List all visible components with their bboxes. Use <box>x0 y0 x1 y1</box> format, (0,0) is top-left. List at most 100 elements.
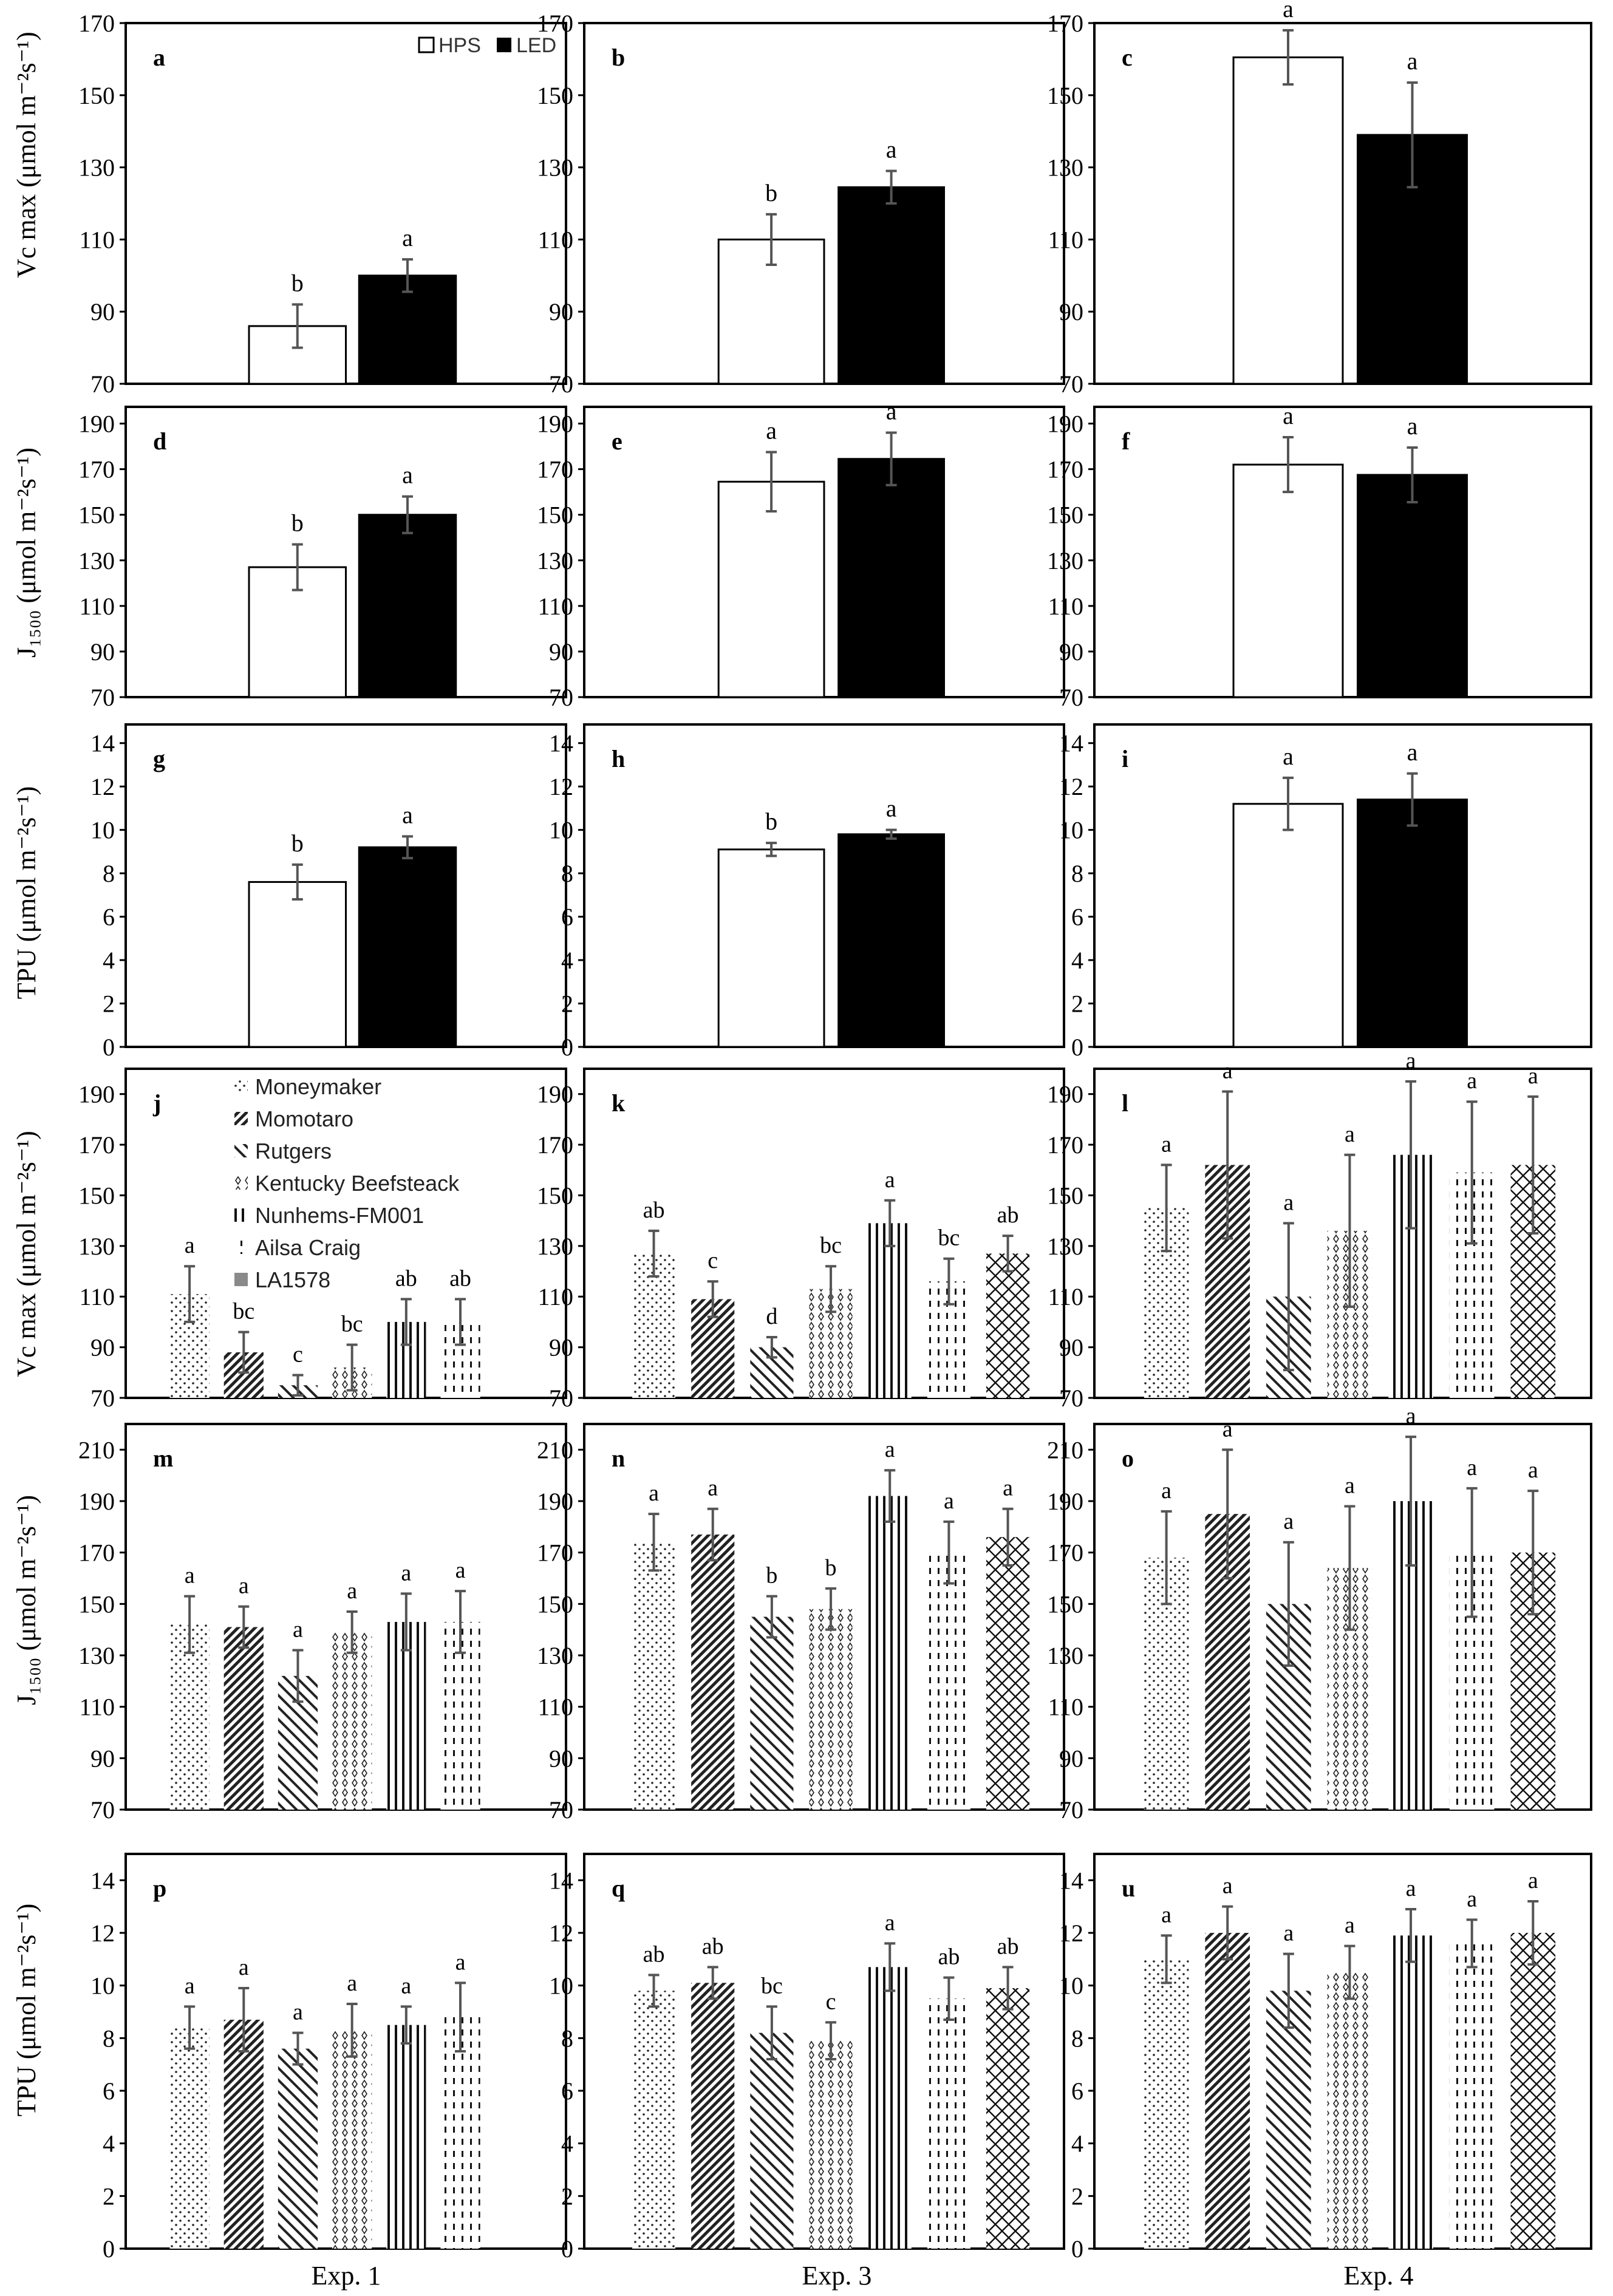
cultivar-legend: Moneymaker Momotaro Rutgers Kentucky Bee… <box>234 1074 460 1292</box>
ytick-label-b-150: 150 <box>537 82 573 109</box>
ytick-label-f-70: 70 <box>1059 684 1083 711</box>
ytick-label-e-110: 110 <box>537 593 573 620</box>
ytick-label-g-14: 14 <box>90 730 115 757</box>
bar-n-4 <box>809 1609 853 1810</box>
bar-q-2 <box>691 1983 735 2249</box>
ytick-label-b-130: 130 <box>537 154 573 182</box>
sig-letter-c-1: a <box>1407 47 1418 75</box>
ytick-label-g-12: 12 <box>90 773 115 800</box>
legend-swatch-rutgers <box>234 1144 248 1157</box>
ytick-label-i-12: 12 <box>1059 773 1083 800</box>
sig-letter-n-6: a <box>1003 1476 1013 1501</box>
ytick-label-h-14: 14 <box>549 730 573 757</box>
bar-u-7 <box>1510 1933 1556 2249</box>
sig-letter-j-0: a <box>185 1233 195 1258</box>
sig-letter-q-0: ab <box>643 1941 665 1967</box>
sig-letter-u-4: a <box>1406 1876 1416 1901</box>
sig-letter-i-0: a <box>1283 743 1294 770</box>
legend-label-moneymaker: Moneymaker <box>255 1074 381 1099</box>
bar-p-6 <box>440 2017 480 2249</box>
ylabel-row2: J₁₅₀₀ (μmol m⁻²s⁻¹) <box>12 448 41 658</box>
ytick-label-e-70: 70 <box>549 684 573 711</box>
sig-letter-n-2: b <box>766 1563 777 1589</box>
bar-q-7 <box>986 1988 1030 2249</box>
sig-letter-u-2: a <box>1283 1921 1294 1946</box>
ytick-label-q-2: 2 <box>561 2182 573 2210</box>
legend-swatch-kentucky <box>234 1176 248 1190</box>
sig-letter-u-6: a <box>1528 1868 1538 1893</box>
ytick-label-f-190: 190 <box>1047 410 1083 438</box>
sig-letter-l-1: a <box>1223 1058 1233 1084</box>
ytick-label-a-150: 150 <box>78 82 115 109</box>
bar-h-hps <box>717 848 825 1048</box>
panel-letter-u: u <box>1122 1875 1135 1902</box>
sig-letter-n-0: a <box>649 1480 659 1506</box>
ytick-label-j-110: 110 <box>79 1283 115 1310</box>
ytick-label-q-14: 14 <box>549 1867 573 1894</box>
sig-letter-u-3: a <box>1345 1913 1355 1938</box>
ytick-label-j-170: 170 <box>78 1131 115 1159</box>
ytick-label-l-110: 110 <box>1048 1283 1083 1310</box>
sig-letter-p-5: a <box>455 1949 466 1975</box>
sig-letter-f-0: a <box>1283 402 1294 429</box>
legend-swatch-ailsa <box>234 1241 248 1254</box>
bar-u-4 <box>1327 1972 1373 2249</box>
bar-f-hps <box>1232 463 1344 698</box>
sig-letter-q-2: bc <box>761 1973 783 1998</box>
bar-q-3 <box>750 2032 794 2249</box>
bar-u-2 <box>1205 1933 1250 2249</box>
ytick-label-c-70: 70 <box>1059 370 1083 398</box>
sig-letter-k-0: ab <box>643 1197 665 1223</box>
ytick-label-j-90: 90 <box>90 1334 115 1361</box>
ytick-label-f-130: 130 <box>1047 547 1083 574</box>
sig-letter-n-4: a <box>885 1437 895 1462</box>
panel-letter-j: j <box>152 1089 161 1117</box>
legend-led-swatch <box>497 38 511 52</box>
panel-letter-n: n <box>612 1445 625 1472</box>
ytick-label-m-210: 210 <box>78 1436 115 1463</box>
ytick-label-h-8: 8 <box>561 860 573 887</box>
bar-n-6 <box>927 1552 970 1810</box>
ytick-label-m-70: 70 <box>90 1796 115 1824</box>
ytick-label-d-110: 110 <box>79 593 115 620</box>
bar-k-5 <box>868 1223 912 1398</box>
bar-k-7 <box>986 1253 1030 1398</box>
ytick-label-e-190: 190 <box>537 410 573 438</box>
panel-letter-f: f <box>1122 428 1130 455</box>
ytick-label-i-6: 6 <box>1071 904 1083 931</box>
ytick-label-u-4: 4 <box>1071 2130 1083 2158</box>
legend-swatch-moneymaker <box>234 1080 248 1093</box>
ytick-label-u-6: 6 <box>1071 2077 1083 2105</box>
bar-g-led <box>358 846 457 1048</box>
bar-p-5 <box>386 2025 426 2249</box>
sig-letter-p-1: a <box>239 1955 249 1980</box>
sig-letter-g-0: b <box>292 829 304 857</box>
panel-letter-b: b <box>612 44 625 71</box>
ytick-label-o-190: 190 <box>1047 1488 1083 1515</box>
ytick-label-q-0: 0 <box>561 2235 573 2263</box>
ytick-label-m-110: 110 <box>79 1694 115 1721</box>
sig-letter-j-4: ab <box>395 1266 417 1291</box>
legend-label-nunhems: Nunhems-FM001 <box>255 1203 424 1228</box>
light-legend: HPS LED <box>418 34 556 57</box>
ytick-label-d-170: 170 <box>78 456 115 483</box>
ytick-label-m-90: 90 <box>90 1745 115 1772</box>
bar-n-2 <box>691 1535 735 1810</box>
ytick-label-h-2: 2 <box>561 990 573 1018</box>
ytick-label-d-150: 150 <box>78 502 115 529</box>
sig-letter-p-3: a <box>347 1971 357 1996</box>
ytick-label-d-70: 70 <box>90 684 115 711</box>
legend-label-momotaro: Momotaro <box>255 1106 353 1131</box>
bar-p-2 <box>223 2020 264 2249</box>
ylabel-row4: Vc max (μmol m⁻²s⁻¹) <box>12 1131 41 1377</box>
sig-letter-q-1: ab <box>702 1933 724 1959</box>
bar-e-led <box>837 458 945 698</box>
bar-q-4 <box>809 2040 853 2249</box>
bar-f-led <box>1357 474 1468 698</box>
panel-letter-a: a <box>153 44 165 71</box>
sig-letter-e-0: a <box>766 417 777 444</box>
ytick-label-u-2: 2 <box>1071 2182 1083 2210</box>
xlabel-exp3: Exp. 3 <box>802 2261 872 2291</box>
sig-letter-d-1: a <box>402 462 413 489</box>
